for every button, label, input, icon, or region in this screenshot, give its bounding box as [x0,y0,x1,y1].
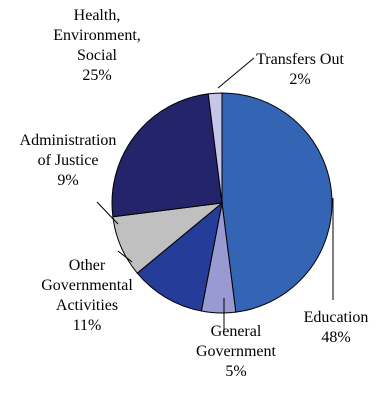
slice-label-line: 11% [73,317,102,334]
slice-label-line: Governmental [41,277,133,294]
slice-label-5: Transfers Out 2% [256,51,344,88]
leader-line-5 [217,57,255,89]
slice-label-line: Environment, [53,27,141,44]
pie-slice-5 [207,92,223,204]
slice-label-line: Other [69,257,106,274]
slice-label-line: Activities [56,297,118,314]
slice-labels: Education 48% General Government 5% Other Gove… [20,7,369,380]
pie-slice-0 [221,92,333,313]
pie-slices [111,92,333,314]
pie-slice-2 [136,201,223,312]
slice-label-line: Health, [74,7,121,24]
slice-label-3: Administration of Justice 9% [20,132,117,189]
pie-slice-4 [111,93,223,218]
slice-label-line: 5% [225,363,246,380]
slice-label-4: Health, Environment, Social 25% [53,7,141,84]
leader-lines [96,57,334,330]
slice-label-line: 2% [289,71,310,88]
slice-label-line: Government [196,343,277,360]
slice-label-line: 48% [321,329,350,346]
slice-label-line: 9% [57,172,78,189]
slice-label-line: General [211,323,262,340]
slice-label-line: 25% [82,67,111,84]
slice-label-line: Social [77,47,118,64]
slice-label-2: Other Governmental Activities 11% [41,257,133,334]
slice-label-1: General Government 5% [196,323,277,380]
slice-label-line: Administration [20,132,117,149]
slice-label-line: Transfers Out [256,51,344,68]
slice-label-0: Education 48% [304,309,369,346]
slice-label-line: Education [304,309,369,326]
leader-line-3 [96,201,119,225]
leader-line-2 [117,250,133,263]
slice-label-line: of Justice [38,152,99,169]
